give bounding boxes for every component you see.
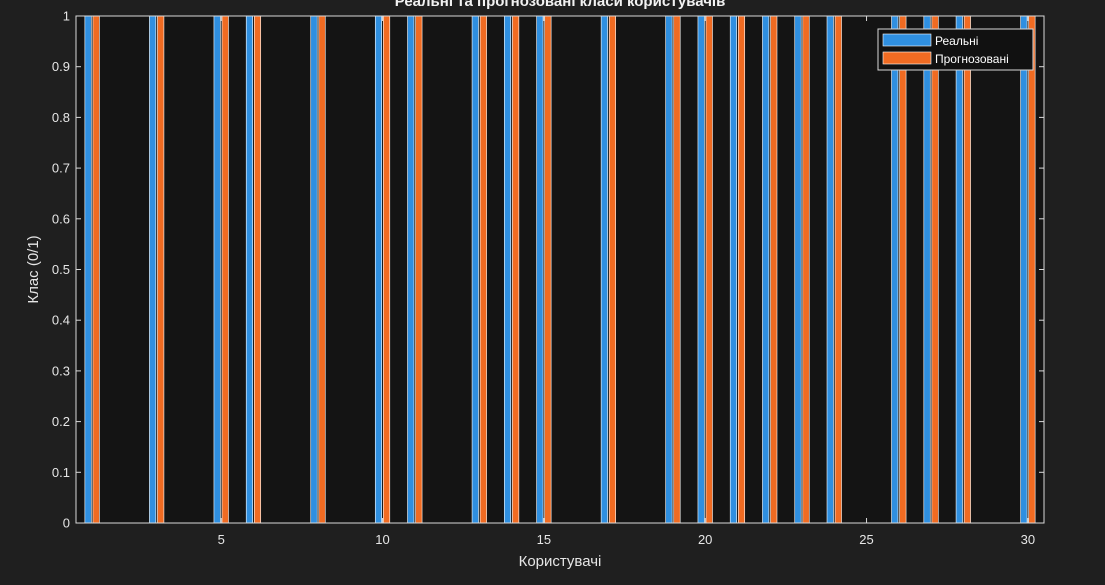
bar-predicted-1 xyxy=(92,15,100,524)
bar-predicted-28 xyxy=(963,15,971,524)
y-tick-label: 1 xyxy=(63,9,70,24)
bar-predicted-13 xyxy=(479,15,487,524)
y-tick-label: 0.9 xyxy=(52,59,70,74)
plot-border xyxy=(75,15,1045,524)
bar-predicted-23 xyxy=(802,15,810,524)
bar-real-8 xyxy=(310,15,318,524)
bar-real-26 xyxy=(891,15,899,524)
bar-real-28 xyxy=(955,15,963,524)
bar-predicted-19 xyxy=(673,15,681,524)
y-tick-label: 0 xyxy=(63,516,70,531)
legend-swatch-predicted xyxy=(882,51,932,65)
y-tick-label: 0.2 xyxy=(52,414,70,429)
x-tick-label: 25 xyxy=(859,532,873,547)
bar-real-5 xyxy=(213,15,221,524)
bar-predicted-22 xyxy=(770,15,778,524)
legend-label-real: Реальні xyxy=(935,34,978,48)
bar-predicted-17 xyxy=(608,15,616,524)
bar-real-6 xyxy=(245,15,253,524)
y-tick-label: 0.8 xyxy=(52,110,70,125)
bar-predicted-11 xyxy=(415,15,423,524)
bar-real-15 xyxy=(536,15,544,524)
bar-real-23 xyxy=(794,15,802,524)
bar-predicted-5 xyxy=(221,15,229,524)
bar-real-1 xyxy=(84,15,92,524)
axis-ticks: 00.10.20.30.40.50.60.70.80.915 10 15 20 25 30 xyxy=(52,9,1044,547)
bar-predicted-8 xyxy=(318,15,326,524)
x-tick-label: 30 xyxy=(1021,532,1035,547)
y-tick-label: 0.1 xyxy=(52,465,70,480)
bar-predicted-3 xyxy=(157,15,165,524)
bar-predicted-24 xyxy=(834,15,842,524)
bar-real-30 xyxy=(1020,15,1028,524)
bar-predicted-20 xyxy=(705,15,713,524)
bar-real-20 xyxy=(697,15,705,524)
bar-predicted-10 xyxy=(383,15,391,524)
bar-predicted-14 xyxy=(512,15,520,524)
legend: Реальні Прогнозовані xyxy=(877,28,1034,71)
y-axis-label: Клас (0/1) xyxy=(25,235,42,303)
bar-real-24 xyxy=(826,15,834,524)
legend-swatch-real xyxy=(882,33,932,47)
x-tick-label: 20 xyxy=(698,532,712,547)
bar-real-10 xyxy=(374,15,383,524)
y-tick-label: 0.4 xyxy=(52,313,70,328)
bar-predicted-26 xyxy=(899,15,907,524)
legend-label-predicted: Прогнозовані xyxy=(935,52,1009,66)
y-tick-label: 0.6 xyxy=(52,211,70,226)
y-tick-label: 0.5 xyxy=(52,262,70,277)
bar-real-27 xyxy=(923,15,931,524)
bar-real-11 xyxy=(407,15,415,524)
x-axis-label: Користувачі xyxy=(519,553,602,570)
bar-real-17 xyxy=(600,15,608,524)
bar-predicted-21 xyxy=(737,15,746,524)
bar-predicted-15 xyxy=(544,15,552,524)
bar-real-21 xyxy=(729,15,737,524)
y-tick-label: 0.7 xyxy=(52,161,70,176)
bar-real-14 xyxy=(504,15,512,524)
bar-real-19 xyxy=(665,15,673,524)
x-tick-label: 5 xyxy=(218,532,225,547)
x-tick-label: 10 xyxy=(375,532,389,547)
x-tick-label: 15 xyxy=(537,532,551,547)
bar-real-13 xyxy=(471,15,479,524)
y-tick-label: 0.3 xyxy=(52,363,70,378)
bar-predicted-27 xyxy=(931,15,939,524)
bar-predicted-6 xyxy=(253,15,262,524)
plot-area xyxy=(76,16,1044,523)
chart-title: Реальні та прогнозовані класи користувач… xyxy=(395,0,726,10)
bar-real-3 xyxy=(149,15,157,524)
bar-predicted-30 xyxy=(1028,15,1036,524)
bar-real-22 xyxy=(762,15,770,524)
